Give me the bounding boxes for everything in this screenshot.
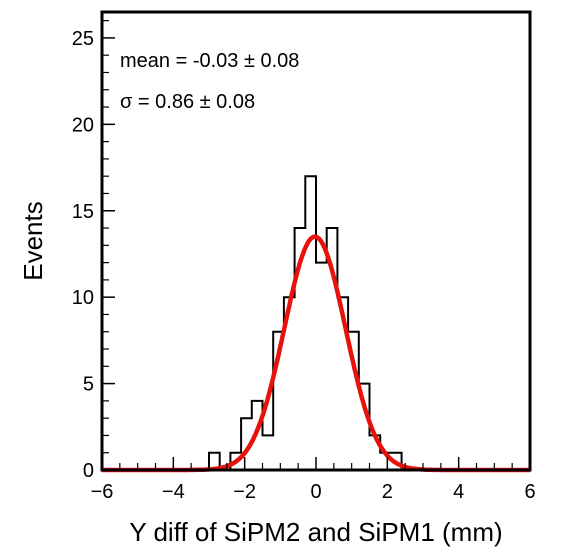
histogram-bin (316, 263, 327, 470)
y-tick-label: 5 (83, 374, 94, 396)
x-axis-label: Y diff of SiPM2 and SiPM1 (mm) (129, 517, 502, 547)
histogram-outline (208, 175, 413, 471)
x-tick-label: 0 (310, 481, 321, 503)
fit-layer (100, 234, 532, 473)
y-tick-label: 0 (83, 460, 94, 482)
histogram-bin (263, 435, 274, 470)
histogram-bin (305, 176, 316, 470)
y-axis-label: Events (18, 201, 48, 281)
histogram-layer (208, 175, 413, 471)
mean-annotation: mean = -0.03 ± 0.08 (120, 50, 299, 72)
x-tick-label: 4 (453, 481, 464, 503)
plot-frame (100, 10, 532, 472)
y-tick-label: 10 (72, 287, 94, 309)
y-tick-label: 20 (72, 114, 94, 136)
x-tick-label: −6 (91, 481, 114, 503)
y-tick-label: 15 (72, 201, 94, 223)
x-tick-label: −4 (162, 481, 185, 503)
gaussian-fit-curve (100, 234, 532, 473)
x-tick-label: 2 (382, 481, 393, 503)
x-tick-label: 6 (524, 481, 535, 503)
sigma-annotation: σ = 0.86 ± 0.08 (120, 91, 255, 113)
x-tick-label: −2 (233, 481, 256, 503)
y-tick-label: 25 (72, 28, 94, 50)
